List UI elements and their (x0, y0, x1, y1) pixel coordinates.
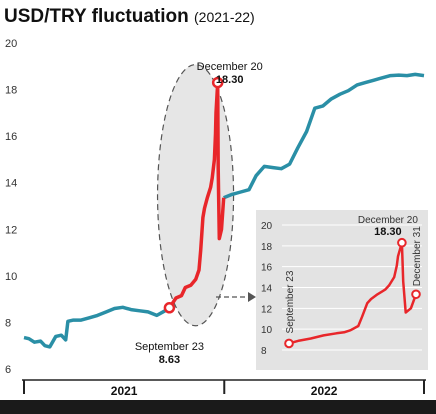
point-september-23 (163, 302, 176, 314)
inset-annotation-december-20-value: 18.30 (374, 226, 402, 238)
series-line-highlight (167, 80, 226, 309)
bottom-bar (0, 400, 436, 414)
inset-point-september-23 (284, 338, 294, 349)
series-line-after (223, 72, 425, 200)
inset-y-tick-label: 20 (261, 221, 273, 232)
chart-title: USD/TRY fluctuation (2021-22) (4, 6, 255, 28)
y-tick-label: 20 (5, 38, 17, 50)
annotation-december-20-label: December 20 (197, 61, 263, 73)
y-tick-label: 14 (5, 178, 17, 190)
x-tick-label-2021: 2021 (111, 384, 138, 398)
inset-y-tick-label: 14 (261, 284, 273, 295)
inset-series-line (288, 241, 418, 345)
point-december-20 (211, 76, 224, 89)
annotation-september-23-value: 8.63 (159, 354, 180, 366)
inset-y-tick-label: 12 (261, 304, 273, 315)
inset-annotation-december-31: December 31 (412, 226, 423, 286)
inset-annotation-december-20-label: December 20 (358, 215, 418, 226)
inset-y-tick-label: 10 (261, 325, 273, 336)
inset-y-tick-label: 8 (261, 346, 267, 357)
y-tick-label: 18 (5, 85, 17, 97)
inset-y-tick-label: 18 (261, 242, 273, 253)
highlight-ellipse (156, 63, 235, 327)
inset-point-december-31 (411, 289, 421, 300)
x-tick-label-2022: 2022 (311, 384, 338, 398)
y-tick-label: 12 (5, 224, 17, 236)
series-line-before (23, 305, 171, 349)
chart-title-text: USD/TRY fluctuation (4, 6, 189, 27)
y-tick-label: 6 (5, 364, 11, 376)
annotation-december-20-value: 18.30 (216, 74, 244, 86)
inset-annotation-september-23: September 23 (285, 270, 296, 333)
inset-y-tick-label: 16 (261, 263, 273, 274)
inset-panel (256, 210, 428, 370)
connector-arrow-head (248, 292, 256, 302)
chart-subtitle: (2021-22) (194, 9, 255, 25)
y-tick-label: 8 (5, 317, 11, 329)
y-tick-label: 10 (5, 271, 17, 283)
annotation-september-23-label: September 23 (135, 341, 204, 353)
y-tick-label: 16 (5, 131, 17, 143)
inset-point-december-20 (397, 237, 407, 248)
